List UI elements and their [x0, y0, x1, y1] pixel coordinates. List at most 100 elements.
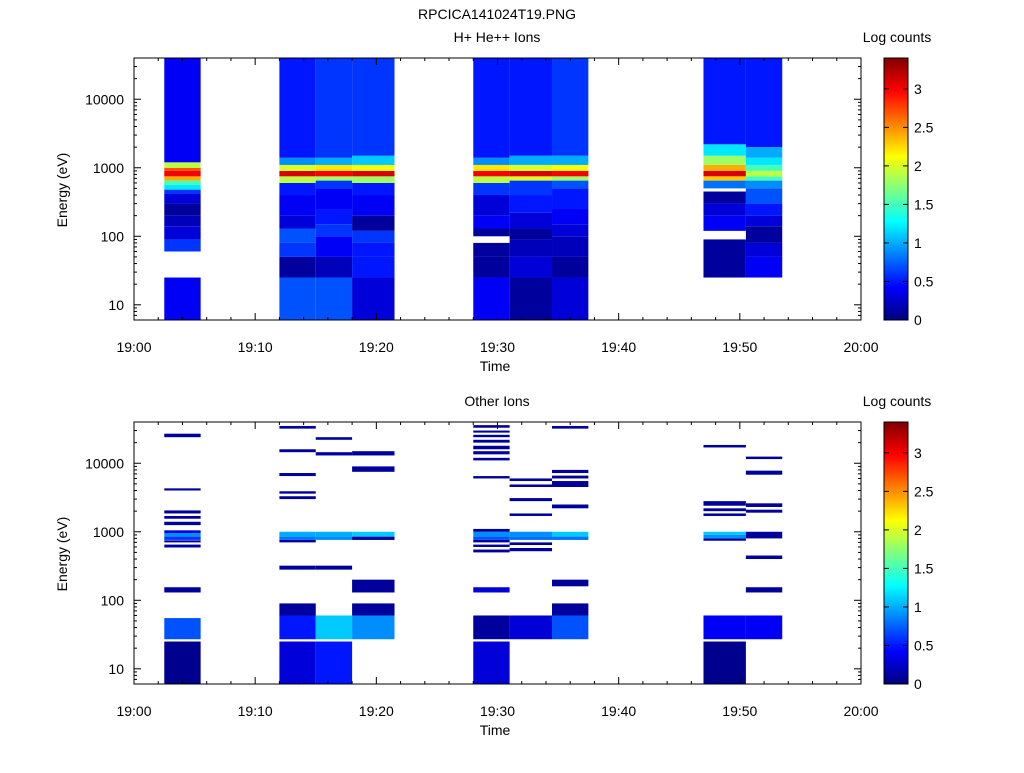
y-tick-label: 10: [108, 297, 124, 313]
x-tick-label: 19:20: [359, 703, 394, 719]
heatmap-cell: [745, 180, 783, 189]
x-tick-label: 19:30: [480, 703, 515, 719]
heatmap-cell: [552, 277, 589, 320]
colorbar: 0 0.5 1 1.5 2 2.5 3: [883, 421, 934, 692]
colorbar: 0 0.5 1 1.5 2 2.5 3: [883, 57, 934, 328]
heatmap-cell: [352, 466, 395, 472]
heatmap-cell: [509, 536, 553, 540]
heatmap-cell: [552, 481, 589, 488]
heatmap-cell: [703, 239, 746, 278]
heatmap-cell: [315, 164, 353, 171]
heatmap-cell: [703, 531, 746, 535]
heatmap-cell: [745, 531, 783, 539]
heatmap-cell: [315, 224, 353, 237]
heatmap-cell: [745, 242, 783, 257]
heatmap-cell: [279, 256, 316, 278]
x-axis-label: Time: [480, 722, 511, 738]
heatmap-cell: [279, 615, 316, 640]
heatmap-cell: [352, 451, 395, 456]
heatmap-cell: [552, 180, 589, 189]
heatmap-cell: [745, 188, 783, 204]
heatmap-cell: [473, 215, 510, 229]
heatmap-cell: [315, 256, 353, 278]
y-tick-label: 100: [101, 228, 125, 244]
panel-title: Other Ions: [464, 393, 529, 409]
heatmap-cell: [473, 528, 510, 532]
heatmap-cell: [473, 277, 510, 320]
heatmap-cell: [279, 539, 316, 543]
heatmap-cell: [352, 155, 395, 165]
heatmap-cell: [279, 176, 316, 183]
heatmap-cell: [164, 180, 201, 186]
heatmap-cell: [703, 513, 746, 516]
heatmap-cell: [315, 531, 353, 537]
heatmap-cell: [164, 58, 201, 163]
colorbar-gradient: [883, 421, 909, 685]
heatmap-cell: [509, 164, 553, 171]
heatmap-cell: [703, 508, 746, 512]
x-tick-label: 19:00: [116, 703, 151, 719]
heatmap-cell: [703, 176, 746, 181]
panel-title: H+ He++ Ions: [454, 29, 541, 45]
heatmap-cell: [352, 536, 395, 540]
heatmap-cell: [352, 170, 395, 177]
heatmap-cell: [473, 58, 510, 158]
heatmap-cell: [164, 618, 201, 640]
heatmap-cell: [703, 215, 746, 231]
heatmap-cell: [352, 579, 395, 593]
heatmap-cell: [509, 155, 553, 165]
colorbar-tick-label: 1.5: [914, 560, 934, 576]
heatmap-cell: [509, 478, 553, 482]
heatmap-cell: [552, 425, 589, 429]
heatmap-cell: [473, 457, 510, 461]
heatmap-cell: [279, 170, 316, 177]
heatmap-cell: [279, 565, 316, 570]
heatmap-cell: [745, 176, 783, 181]
colorbar-tick-label: 2.5: [914, 483, 934, 499]
heatmap-cell: [703, 180, 746, 189]
heatmap-cells: [164, 58, 783, 320]
heatmap-cell: [279, 603, 316, 616]
heatmap-cell: [315, 565, 353, 570]
heatmap-cell: [703, 155, 746, 165]
heatmap-cell: [164, 189, 201, 194]
x-tick-label: 19:50: [722, 703, 757, 719]
x-tick-label: 20:00: [843, 339, 878, 355]
heatmap-cell: [703, 203, 746, 216]
colorbar-tick-label: 0.5: [914, 273, 934, 289]
heatmap-cell: [552, 504, 589, 509]
heatmap-cell: [164, 277, 201, 320]
heatmap-cell: [473, 164, 510, 171]
y-tick-label: 10000: [85, 91, 124, 107]
heatmap-cell: [473, 539, 510, 543]
heatmap-cell: [509, 239, 553, 257]
colorbar-tick-label: 3: [914, 81, 922, 97]
heatmap-cell: [745, 147, 783, 158]
y-tick-label: 10: [108, 661, 124, 677]
heatmap-cell: [473, 425, 510, 428]
x-tick-label: 19:50: [722, 339, 757, 355]
heatmap-cell: [352, 215, 395, 231]
heatmap-cell: [473, 256, 510, 278]
heatmap-cell: [352, 256, 395, 278]
heatmap-cell: [552, 469, 589, 474]
heatmap-cell: [745, 256, 783, 278]
heatmap-cell: [315, 176, 353, 181]
heatmap-cell: [473, 170, 510, 177]
heatmap-cell: [279, 473, 316, 477]
panel-other-ions: Other Ions 19:00 19:10 19:20 19:30 19:40 19:5…: [54, 393, 934, 738]
heatmap-cell: [509, 170, 553, 177]
heatmap-cell: [552, 155, 589, 165]
colorbar-tick-label: 0.5: [914, 637, 934, 653]
heatmap-cell: [703, 164, 746, 171]
colorbar-label: Log counts: [863, 29, 932, 45]
heatmap-cell: [703, 144, 746, 156]
heatmap-cell: [509, 176, 553, 181]
heatmap-cell: [315, 58, 353, 158]
heatmap-cell: [315, 615, 353, 640]
heatmap-cell: [473, 615, 510, 640]
heatmap-cell: [703, 191, 746, 204]
heatmap-cell: [509, 58, 553, 156]
heatmap-cell: [279, 215, 316, 229]
heatmap-cell: [315, 641, 353, 684]
